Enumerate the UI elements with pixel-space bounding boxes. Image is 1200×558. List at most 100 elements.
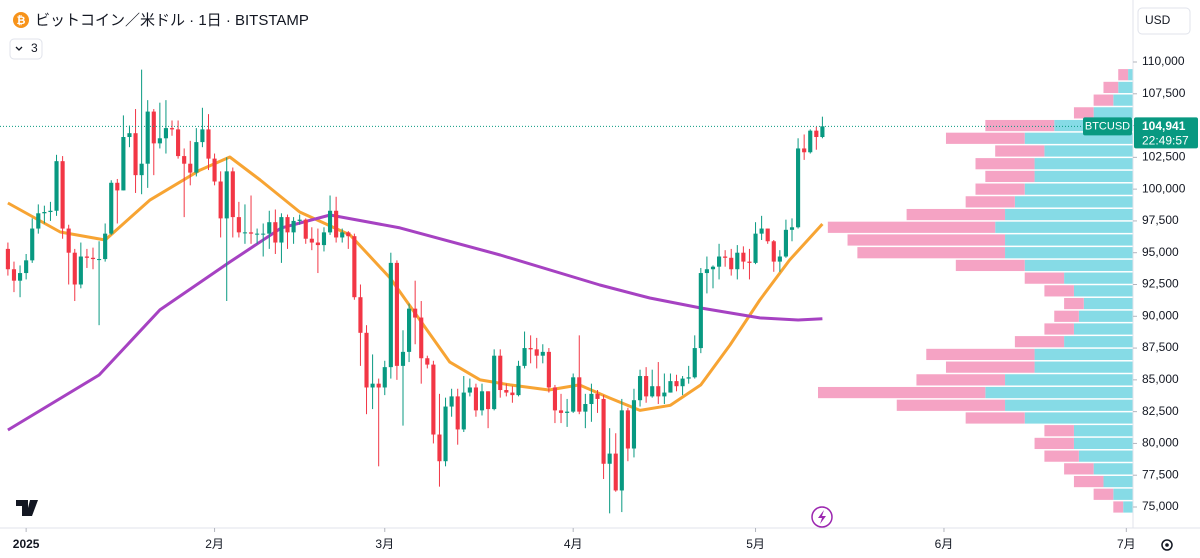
candle-body bbox=[753, 233, 758, 263]
profile-up-bar bbox=[1103, 475, 1133, 488]
profile-up-bar bbox=[1034, 158, 1133, 170]
x-tick-label: 5月 bbox=[746, 537, 765, 551]
profile-down-bar bbox=[955, 259, 1025, 272]
y-tick-label: 100,000 bbox=[1142, 181, 1186, 195]
profile-up-bar bbox=[1005, 399, 1133, 411]
candle-body bbox=[11, 269, 17, 281]
profile-down-bar bbox=[985, 170, 1035, 183]
profile-down-bar bbox=[1073, 475, 1104, 488]
symbol-badge bbox=[1083, 117, 1132, 136]
profile-up-bar bbox=[1005, 208, 1133, 221]
y-tick-label: 75,000 bbox=[1142, 499, 1179, 513]
axes: 75,000 77,500 80,000 82,500 85,000 87,500 90,0… bbox=[13, 54, 1186, 551]
y-tick-label: 102,500 bbox=[1142, 150, 1186, 164]
candle-body bbox=[644, 376, 649, 397]
x-tick-label: 3月 bbox=[375, 537, 394, 551]
x-tick-label: 2月 bbox=[205, 537, 224, 551]
candle-body bbox=[291, 220, 296, 233]
y-tick-label: 85,000 bbox=[1142, 372, 1179, 386]
candle-body bbox=[242, 232, 248, 234]
profile-down-bar bbox=[945, 132, 1025, 144]
profile-down-bar bbox=[1118, 69, 1129, 81]
candle-body bbox=[704, 269, 709, 274]
profile-down-bar bbox=[965, 196, 1015, 208]
candle-body bbox=[30, 228, 35, 261]
profile-down-bar bbox=[1103, 81, 1119, 94]
profile-up-bar bbox=[1078, 450, 1133, 462]
volume-profile bbox=[818, 69, 1133, 513]
y-tick-label: 90,000 bbox=[1142, 308, 1179, 322]
candle-body bbox=[84, 256, 89, 258]
candle-body bbox=[455, 396, 460, 430]
profile-up-bar bbox=[1024, 259, 1133, 272]
candle-body bbox=[224, 171, 229, 219]
profile-down-bar bbox=[975, 158, 1035, 170]
profile-up-bar bbox=[1024, 412, 1133, 424]
candle-body bbox=[121, 137, 126, 191]
candle-body bbox=[425, 358, 430, 365]
candle-body bbox=[637, 376, 643, 401]
candle-body bbox=[686, 377, 691, 379]
profile-up-bar bbox=[1093, 107, 1133, 119]
candle-body bbox=[504, 390, 509, 393]
candle-body bbox=[479, 391, 485, 411]
candle-body bbox=[552, 387, 558, 411]
price-badge-countdown: 22:49:57 bbox=[1142, 133, 1189, 147]
candle-body bbox=[796, 148, 801, 228]
candle-body bbox=[303, 219, 308, 239]
price-badge bbox=[1134, 117, 1198, 149]
candle-body bbox=[443, 406, 448, 462]
profile-up-bar bbox=[1005, 234, 1133, 246]
profile-down-bar bbox=[1054, 310, 1079, 322]
profile-down-bar bbox=[945, 361, 1035, 373]
y-tick-label: 95,000 bbox=[1142, 245, 1179, 259]
candle-body bbox=[759, 228, 764, 234]
candle-body bbox=[625, 410, 630, 449]
candle-body bbox=[668, 381, 673, 393]
candle-body bbox=[66, 228, 71, 253]
tradingview-logo[interactable] bbox=[16, 500, 38, 516]
candle-body bbox=[601, 398, 606, 464]
currency-button[interactable] bbox=[1137, 7, 1191, 35]
profile-up-bar bbox=[1113, 94, 1133, 106]
candle-body bbox=[741, 252, 746, 262]
candle-body bbox=[461, 392, 466, 430]
candle-body bbox=[467, 387, 472, 393]
candle-body bbox=[42, 212, 47, 214]
candle-body bbox=[814, 130, 819, 138]
indicator-toggle[interactable] bbox=[9, 38, 43, 60]
candle-body bbox=[24, 260, 29, 274]
candle-body bbox=[255, 233, 260, 235]
candle-body bbox=[716, 256, 722, 267]
settings-icon[interactable] bbox=[1161, 539, 1173, 551]
candle-body bbox=[473, 387, 478, 411]
moving-average-line bbox=[7, 155, 824, 412]
candle-body bbox=[522, 348, 527, 366]
x-tick-label: 6月 bbox=[935, 537, 954, 551]
candle-body bbox=[565, 411, 570, 413]
candle-body bbox=[540, 351, 545, 356]
candle-body bbox=[662, 392, 667, 397]
candle-body bbox=[710, 266, 716, 270]
candle-body bbox=[516, 365, 521, 396]
candle-body bbox=[163, 128, 169, 139]
symbol-title[interactable]: ビットコイン／米ドル · 1日 · BITSTAMP bbox=[35, 12, 309, 29]
candle-body bbox=[261, 233, 266, 235]
candle-body bbox=[400, 351, 406, 366]
candle-body bbox=[103, 233, 108, 260]
profile-up-bar bbox=[1093, 463, 1133, 475]
candle-body bbox=[346, 232, 351, 237]
profile-down-bar bbox=[1034, 437, 1074, 450]
candle-body bbox=[17, 273, 23, 281]
candle-body bbox=[419, 317, 424, 359]
candle-body bbox=[729, 257, 734, 270]
candle-body bbox=[388, 262, 393, 368]
profile-down-bar bbox=[1044, 323, 1074, 335]
candle-body bbox=[364, 332, 369, 388]
profile-up-bar bbox=[1073, 285, 1133, 297]
candle-body bbox=[607, 453, 612, 464]
candle-body bbox=[394, 262, 399, 366]
candle-body bbox=[230, 171, 235, 218]
profile-up-bar bbox=[1113, 488, 1133, 500]
